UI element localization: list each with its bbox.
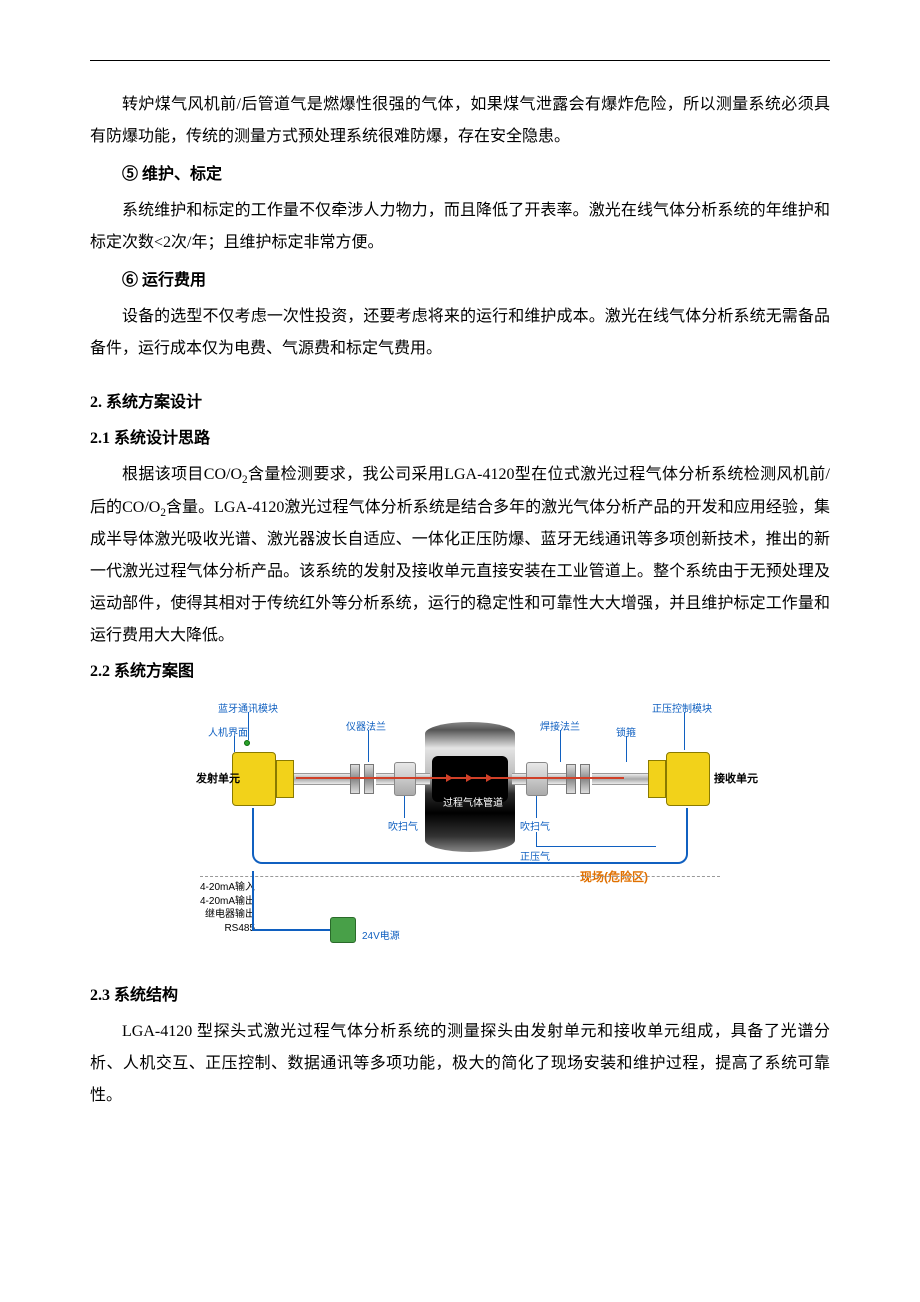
label-pipe: 过程气体管道 bbox=[443, 794, 503, 809]
cable-run bbox=[252, 929, 332, 931]
label-rx-unit: 接收单元 bbox=[714, 770, 758, 786]
section-2-2: 2.2 系统方案图 bbox=[90, 656, 830, 688]
lead-weld-flange bbox=[560, 730, 561, 762]
label-inst-flange: 仪器法兰 bbox=[346, 718, 386, 733]
shaft-r3 bbox=[512, 773, 526, 785]
flange-l2 bbox=[364, 764, 374, 794]
lead-inst-flange bbox=[368, 730, 369, 762]
field-cable bbox=[252, 808, 688, 864]
io-3: 继电器输出 bbox=[200, 908, 255, 922]
flange-r2 bbox=[566, 764, 576, 794]
section-2-1: 2.1 系统设计思路 bbox=[90, 423, 830, 455]
paragraph-intro: 转炉煤气风机前/后管道气是燃爆性很强的气体，如果煤气泄露会有爆炸危险，所以测量系… bbox=[90, 89, 830, 153]
beam-arrow-1 bbox=[446, 774, 453, 782]
paragraph-2-3: LGA-4120 型探头式激光过程气体分析系统的测量探头由发射单元和接收单元组成… bbox=[90, 1016, 830, 1112]
label-pp-module: 正压控制模块 bbox=[652, 700, 712, 715]
section-2-3: 2.3 系统结构 bbox=[90, 980, 830, 1012]
io-labels: 4-20mA输入 4-20mA输出 继电器输出 RS485 bbox=[200, 881, 255, 935]
lead-hmi bbox=[234, 736, 235, 752]
label-tx-unit: 发射单元 bbox=[196, 770, 240, 786]
label-psu: 24V电源 bbox=[362, 927, 400, 942]
io-2: 4-20mA输出 bbox=[200, 895, 255, 909]
lead-lock bbox=[626, 736, 627, 762]
tx-neck bbox=[276, 760, 294, 798]
io-4: RS485 bbox=[200, 922, 255, 936]
tx-led bbox=[244, 740, 250, 746]
beam-arrow-3 bbox=[486, 774, 493, 782]
flange-l1 bbox=[350, 764, 360, 794]
section-2: 2. 系统方案设计 bbox=[90, 387, 830, 419]
lead-bt bbox=[248, 712, 249, 740]
rx-neck bbox=[648, 760, 666, 798]
io-1: 4-20mA输入 bbox=[200, 881, 255, 895]
shaft-l1 bbox=[294, 773, 350, 785]
lead-pp bbox=[684, 712, 685, 750]
heading-5: ⑤ 维护、标定 bbox=[90, 159, 830, 191]
paragraph-5: 系统维护和标定的工作量不仅牵涉人力物力，而且降低了开表率。激光在线气体分析系统的… bbox=[90, 195, 830, 259]
paragraph-2-1: 根据该项目CO/O2含量检测要求，我公司采用LGA-4120型在位式激光过程气体… bbox=[90, 459, 830, 652]
flange-r1 bbox=[580, 764, 590, 794]
shaft-l3 bbox=[416, 773, 430, 785]
psu-box bbox=[330, 917, 356, 943]
shaft-l2 bbox=[376, 773, 394, 785]
beam-arrow-2 bbox=[466, 774, 473, 782]
top-rule bbox=[90, 60, 830, 61]
laser-beam bbox=[296, 777, 624, 779]
system-diagram: 蓝牙通讯模块 人机界面 仪器法兰 焊接法兰 锁箍 正压控制模块 过程气体管道 发… bbox=[200, 700, 720, 958]
heading-6: ⑥ 运行费用 bbox=[90, 265, 830, 297]
p21-a: 根据该项目CO/O bbox=[122, 466, 242, 483]
p21-c: 含量。LGA-4120激光过程气体分析系统是结合多年的激光气体分析产品的开发和应… bbox=[90, 499, 830, 645]
shaft-r2 bbox=[548, 773, 566, 785]
shaft-r1 bbox=[592, 773, 648, 785]
valve-l bbox=[394, 762, 416, 796]
label-hmi: 人机界面 bbox=[208, 724, 248, 739]
valve-r bbox=[526, 762, 548, 796]
paragraph-6: 设备的选型不仅考虑一次性投资，还要考虑将来的运行和维护成本。激光在线气体分析系统… bbox=[90, 301, 830, 365]
rx-unit bbox=[666, 752, 710, 806]
cable-drop-l bbox=[252, 871, 254, 929]
